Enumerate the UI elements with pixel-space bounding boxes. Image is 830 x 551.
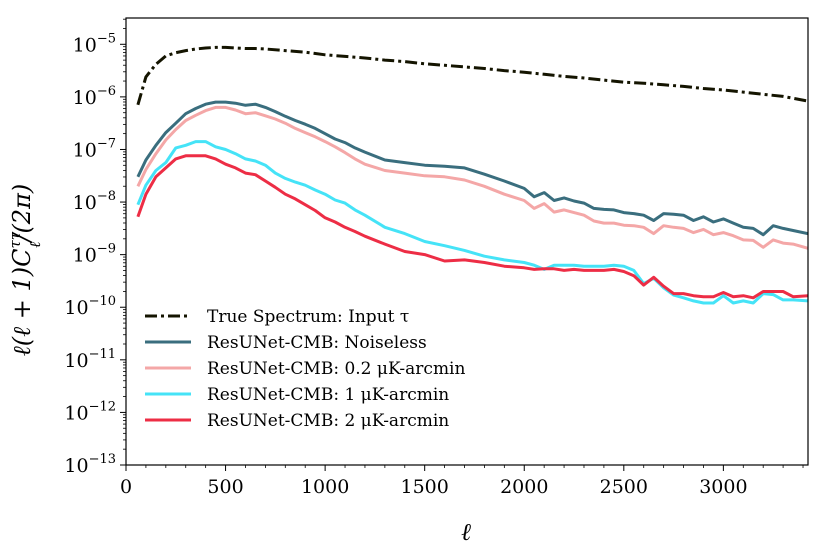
y-axis-label-sup: ττ (6, 231, 24, 248)
series-line-1 (136, 100, 808, 237)
x-tick-label-5: 2500 (600, 476, 648, 498)
y-tick-label-0: 10−13 (64, 452, 116, 477)
y-tick-label-8: 10−5 (73, 31, 116, 56)
y-tick-label-base-8: 10 (73, 34, 97, 56)
y-tick-label-base-2: 10 (64, 350, 88, 372)
y-tick-label-exp-3: −10 (89, 294, 116, 309)
y-axis-label-main: ℓ(ℓ + 1)C (8, 249, 36, 357)
series-line-3 (136, 140, 808, 305)
y-tick-label-base-4: 10 (73, 245, 97, 267)
y-tick-label-base-1: 10 (64, 402, 88, 424)
y-axis-label-sub: ℓ (26, 242, 44, 248)
y-tick-label-7: 10−6 (73, 84, 116, 109)
legend-label-0: True Spectrum: Input τ (207, 307, 409, 327)
y-tick-label-exp-4: −9 (97, 242, 116, 257)
legend-label-4: ResUNet-CMB: 2 μK-arcmin (207, 411, 449, 431)
y-tick-label-base-6: 10 (73, 139, 97, 161)
legend: True Spectrum: Input τ ResUNet-CMB: Noise… (145, 307, 465, 431)
y-tick-label-exp-8: −5 (97, 31, 116, 46)
x-tick-label-1: 500 (207, 476, 243, 498)
y-tick-label-base-5: 10 (73, 192, 97, 214)
y-tick-label-exp-5: −8 (97, 189, 116, 204)
x-tick-label-2: 1000 (301, 476, 349, 498)
y-tick-label-exp-2: −11 (89, 347, 116, 362)
y-tick-label-base-7: 10 (73, 87, 97, 109)
y-tick-label-1: 10−12 (64, 399, 116, 424)
y-axis-label-tail: /(2π) (8, 184, 36, 244)
x-tick-label-3: 1500 (401, 476, 449, 498)
y-tick-label-exp-6: −7 (97, 136, 116, 151)
y-tick-label-base-0: 10 (64, 455, 88, 477)
y-tick-label-exp-7: −6 (97, 84, 116, 99)
x-tick-label-6: 3000 (699, 476, 747, 498)
x-tick-label-0: 0 (120, 476, 132, 498)
y-axis-label: ℓ(ℓ + 1)Cττ ℓ/(2π) (6, 184, 44, 356)
y-tick-label-exp-0: −13 (89, 452, 116, 467)
y-tick-label-3: 10−10 (64, 294, 116, 319)
series-line-2 (136, 105, 808, 250)
x-axis-label: ℓ (461, 518, 471, 546)
series-layer (136, 45, 808, 305)
x-tick-label-4: 2000 (500, 476, 548, 498)
y-tick-label-5: 10−8 (73, 189, 116, 214)
series-line-4 (136, 154, 808, 300)
y-tick-label-4: 10−9 (73, 242, 116, 267)
y-tick-label-2: 10−11 (64, 347, 116, 372)
y-tick-label-exp-1: −12 (89, 399, 116, 414)
y-tick-label-6: 10−7 (73, 136, 116, 161)
axes-layer: 0 500 1000 1500 2000 2500 300010−1310−1210−111… (64, 17, 809, 498)
series-line-0 (136, 45, 808, 106)
legend-label-2: ResUNet-CMB: 0.2 μK-arcmin (207, 359, 465, 379)
legend-label-1: ResUNet-CMB: Noiseless (207, 333, 427, 353)
y-tick-label-base-3: 10 (64, 297, 88, 319)
legend-label-3: ResUNet-CMB: 1 μK-arcmin (207, 385, 449, 405)
plot-frame (125, 17, 809, 466)
